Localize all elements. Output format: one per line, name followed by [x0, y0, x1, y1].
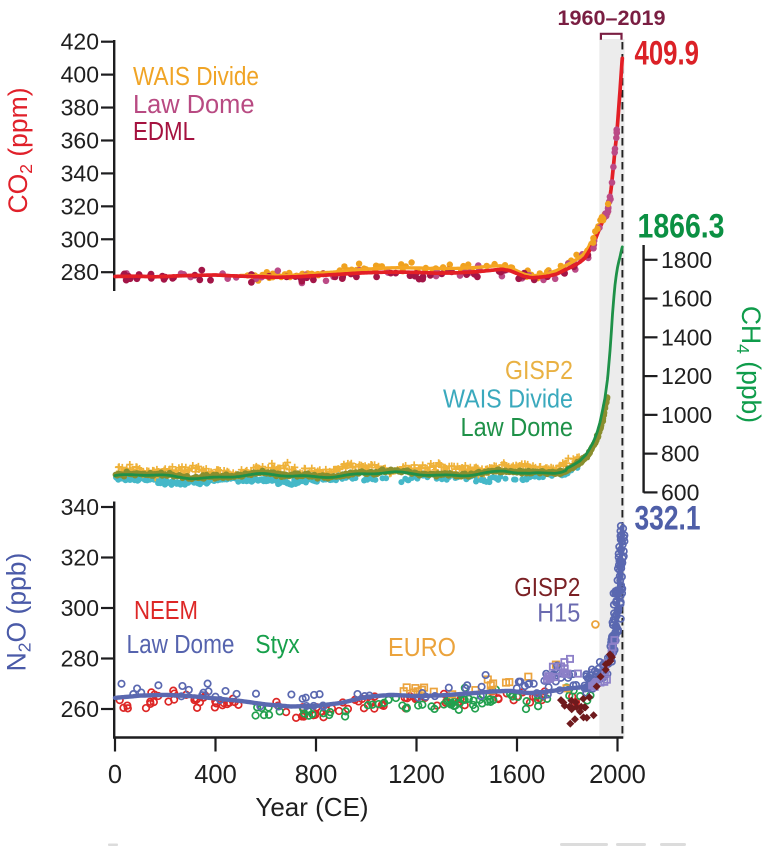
svg-text:Law Dome: Law Dome [461, 414, 574, 442]
svg-text:2000: 2000 [589, 761, 646, 789]
svg-text:EURO: EURO [388, 634, 456, 662]
svg-text:400: 400 [194, 761, 237, 789]
svg-text:320: 320 [61, 545, 99, 571]
svg-text:800: 800 [661, 441, 699, 467]
svg-text:1866.3: 1866.3 [638, 208, 725, 246]
svg-text:280: 280 [61, 646, 99, 672]
svg-text:Law Dome: Law Dome [127, 631, 235, 659]
svg-text:WAIS Divide: WAIS Divide [443, 386, 573, 414]
svg-text:280: 280 [61, 259, 99, 285]
svg-text:1600: 1600 [661, 286, 712, 312]
svg-text:GISP2: GISP2 [514, 574, 580, 602]
svg-text:H15: H15 [537, 600, 580, 628]
svg-text:1200: 1200 [388, 761, 445, 789]
svg-text:Year (CE): Year (CE) [255, 792, 368, 822]
svg-text:EDML: EDML [133, 118, 195, 146]
svg-text:400: 400 [61, 62, 99, 88]
svg-text:380: 380 [61, 95, 99, 121]
svg-text:1200: 1200 [661, 363, 712, 389]
svg-text:NEEM: NEEM [134, 597, 198, 625]
svg-text:320: 320 [61, 193, 99, 219]
svg-text:600: 600 [661, 479, 699, 505]
svg-text:420: 420 [61, 29, 99, 55]
svg-text:1400: 1400 [661, 324, 712, 350]
svg-text:WAIS Divide: WAIS Divide [133, 63, 259, 91]
svg-text:Styx: Styx [255, 631, 300, 659]
svg-text:0: 0 [108, 761, 122, 789]
svg-text:300: 300 [61, 595, 99, 621]
svg-text:260: 260 [61, 696, 99, 722]
svg-text:300: 300 [61, 226, 99, 252]
svg-text:CO2 (ppm): CO2 (ppm) [3, 87, 36, 213]
svg-text:CH4 (ppb): CH4 (ppb) [733, 306, 766, 423]
svg-text:800: 800 [295, 761, 338, 789]
svg-text:1600: 1600 [489, 761, 546, 789]
svg-text:Law Dome: Law Dome [133, 91, 255, 119]
svg-text:1800: 1800 [661, 247, 712, 273]
svg-text:1960–2019: 1960–2019 [558, 6, 666, 30]
svg-text:340: 340 [61, 160, 99, 186]
svg-text:340: 340 [61, 494, 99, 520]
svg-text:1000: 1000 [661, 402, 712, 428]
svg-text:N2O (ppb): N2O (ppb) [2, 553, 35, 672]
svg-text:409.9: 409.9 [635, 35, 700, 73]
svg-text:360: 360 [61, 128, 99, 154]
svg-text:GISP2: GISP2 [505, 357, 573, 385]
svg-text:332.1: 332.1 [635, 500, 701, 538]
